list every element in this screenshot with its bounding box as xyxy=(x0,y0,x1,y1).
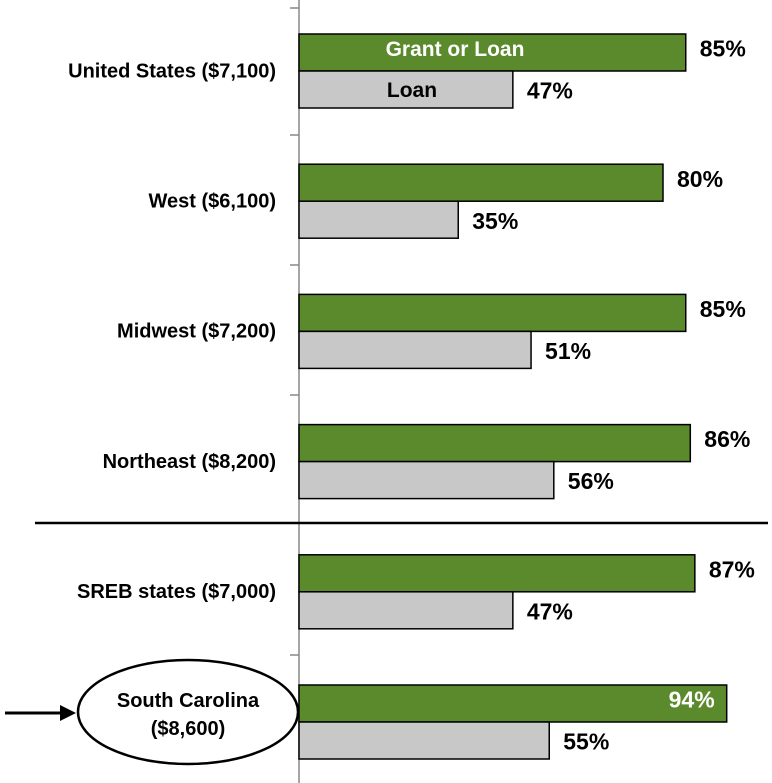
bar xyxy=(298,70,514,109)
data-label: 47% xyxy=(527,78,573,104)
highlight-ellipse xyxy=(76,658,300,766)
bar xyxy=(298,460,555,500)
bar xyxy=(298,163,664,202)
data-label: 94% xyxy=(669,687,715,713)
legend-label: Loan xyxy=(387,79,437,102)
data-label: 56% xyxy=(568,468,614,494)
bar xyxy=(298,330,532,370)
category-label: South Carolina ($8,600) xyxy=(116,690,260,740)
bar xyxy=(298,200,459,239)
category-label: West ($6,100) xyxy=(149,190,276,212)
data-label: 51% xyxy=(545,338,591,364)
bar xyxy=(298,684,728,723)
data-label: 86% xyxy=(704,426,750,452)
legend-label: Grant or Loan xyxy=(386,38,525,61)
data-label: 35% xyxy=(472,208,518,234)
bar xyxy=(298,721,550,760)
data-label: 47% xyxy=(527,598,573,624)
data-label: 85% xyxy=(700,296,746,322)
bar xyxy=(298,293,687,333)
arrow-head xyxy=(60,705,76,721)
bar xyxy=(298,423,692,463)
data-label: 55% xyxy=(563,729,609,755)
data-label: 87% xyxy=(709,556,755,582)
category-label: Midwest ($7,200) xyxy=(117,321,276,343)
data-label: 80% xyxy=(677,166,723,192)
category-label: SREB states ($7,000) xyxy=(77,581,276,603)
category-label-box: South Carolina ($8,600) xyxy=(116,690,260,740)
bar xyxy=(298,591,514,630)
category-label: United States ($7,100) xyxy=(68,60,276,82)
bar xyxy=(298,554,696,593)
data-label: 85% xyxy=(700,36,746,62)
category-label: Northeast ($8,200) xyxy=(103,451,276,473)
